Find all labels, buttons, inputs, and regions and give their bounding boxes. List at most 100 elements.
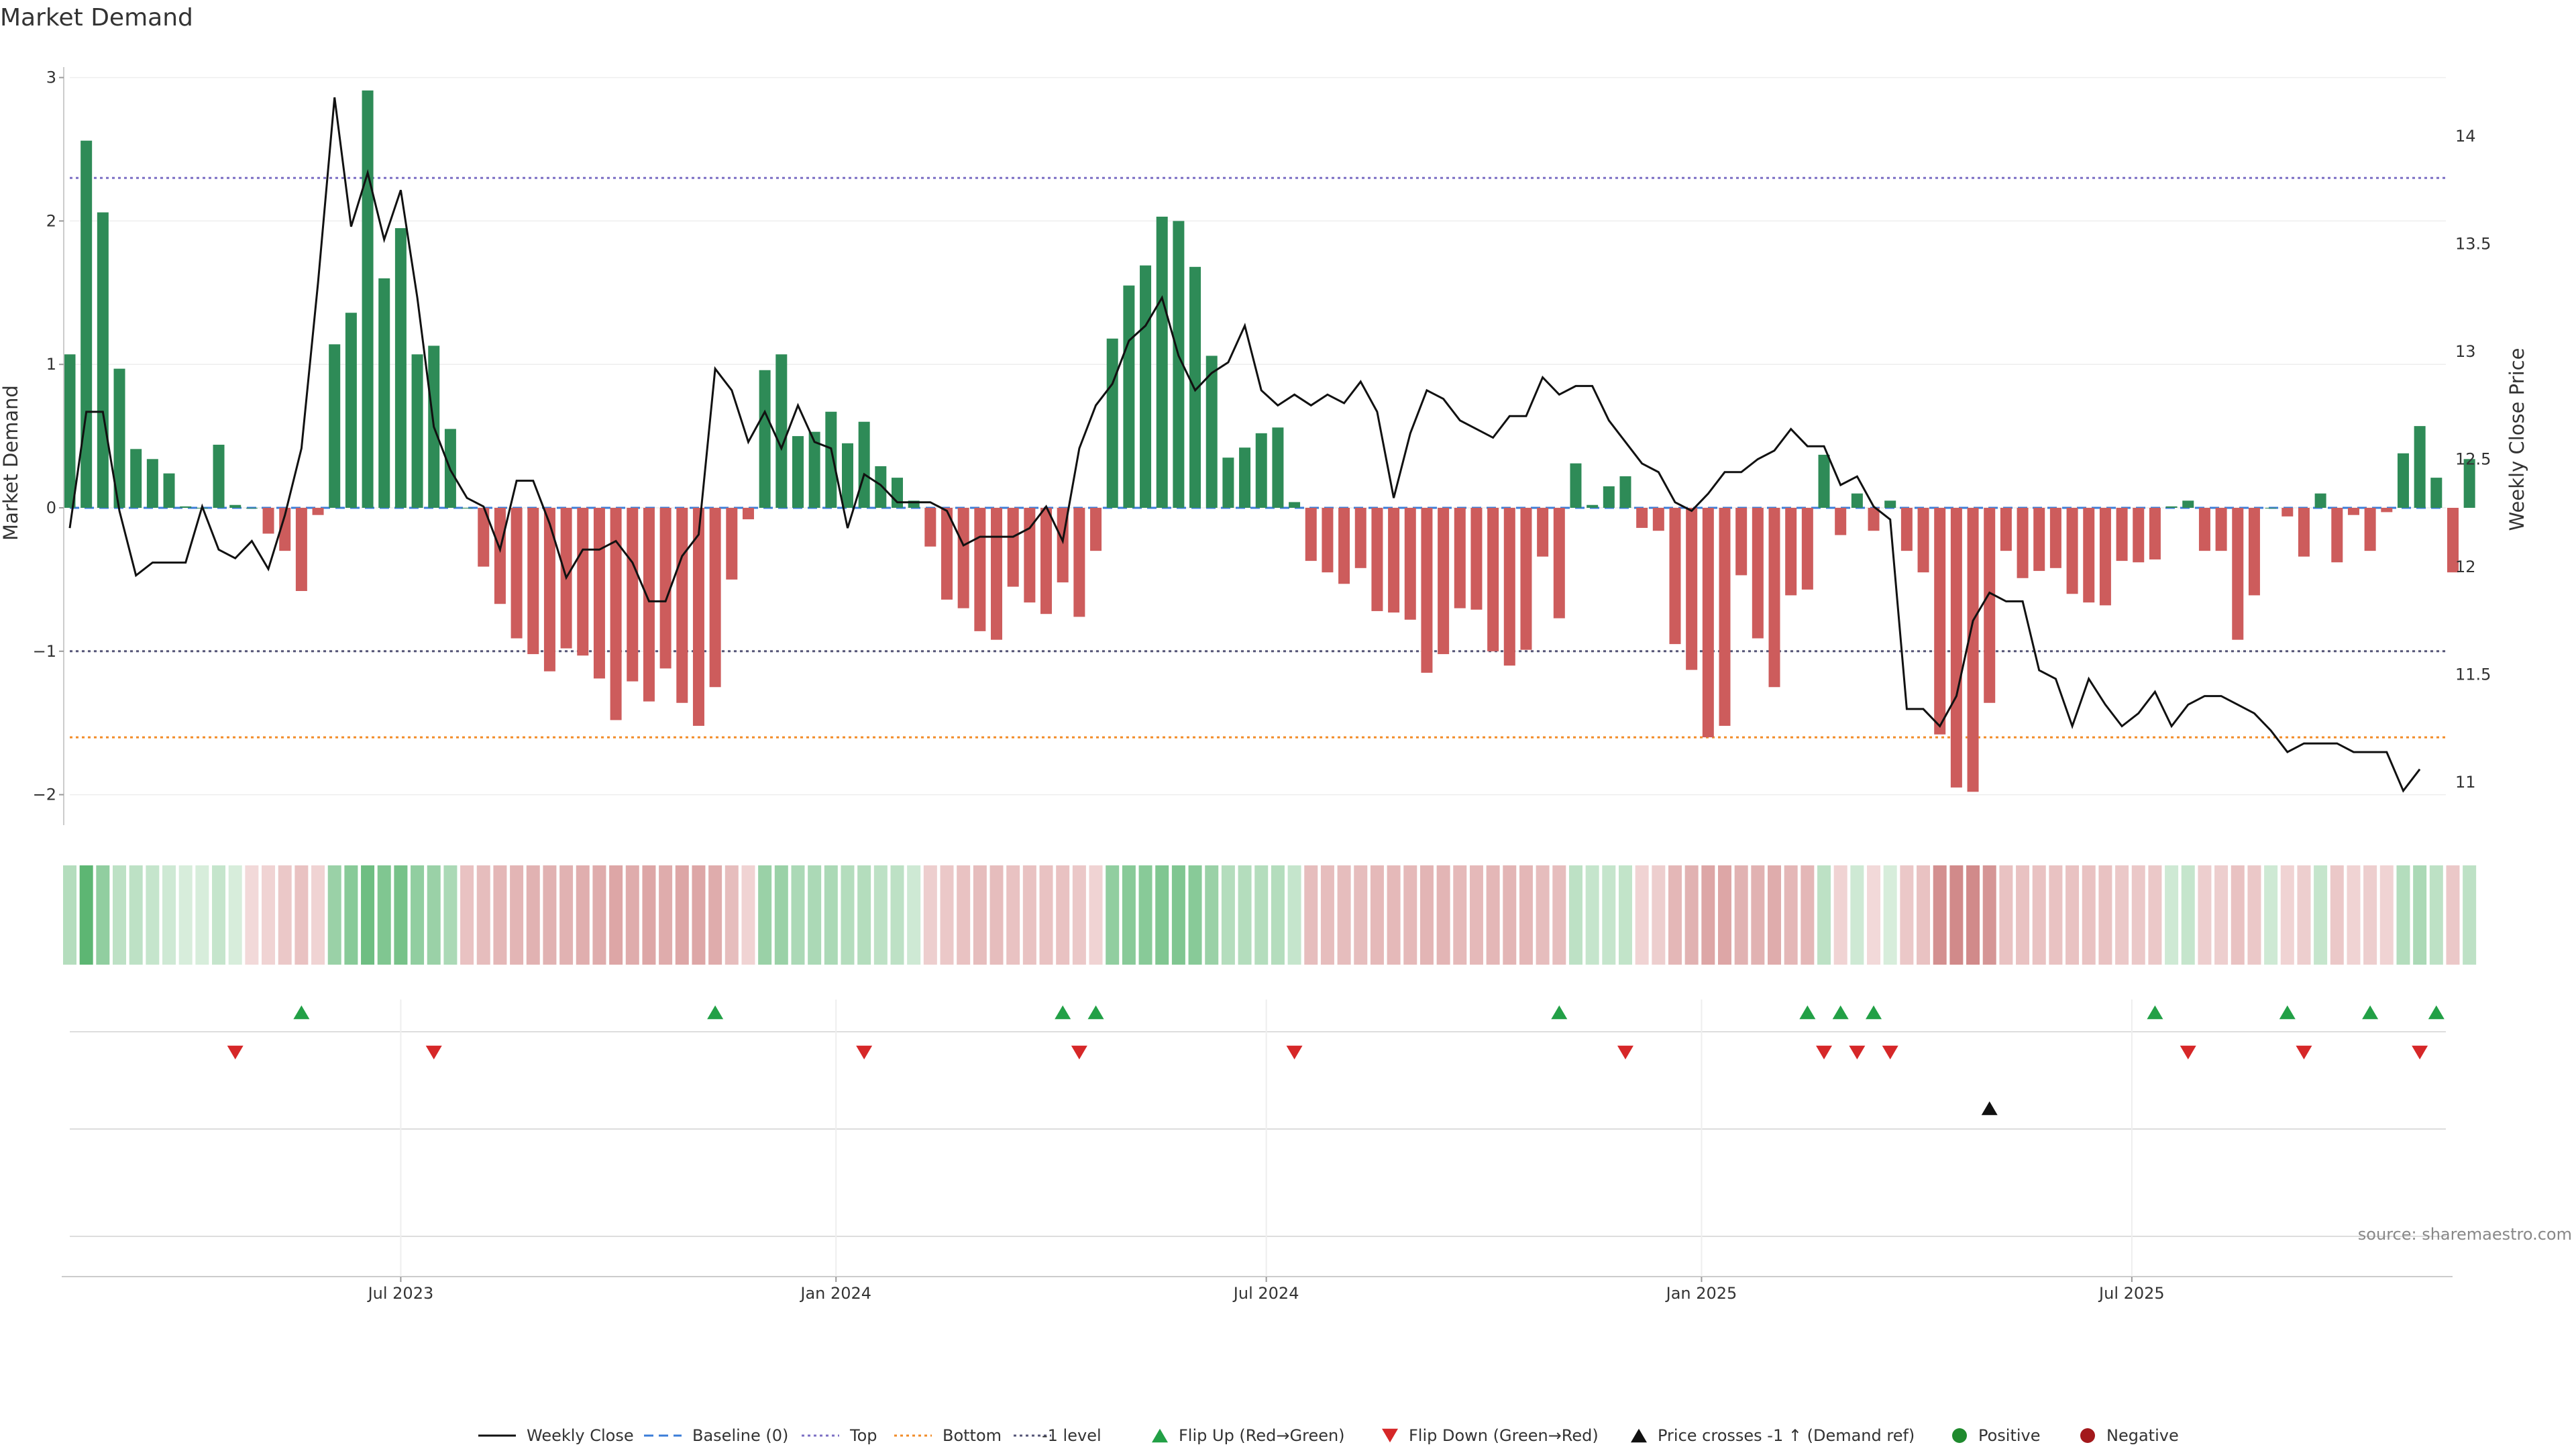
- bar-positive: [1106, 338, 1118, 508]
- demand-bars: [64, 90, 2475, 792]
- heat-cell: [1867, 865, 1881, 965]
- heat-cell: [642, 865, 656, 965]
- bar-negative: [726, 508, 738, 580]
- heat-cell: [791, 865, 805, 965]
- bar-positive: [858, 421, 870, 508]
- bar-negative: [1305, 508, 1317, 561]
- bar-positive: [1239, 447, 1251, 508]
- bar-positive: [229, 504, 241, 508]
- legend-label-positive: Positive: [1978, 1426, 2041, 1445]
- heat-cell: [327, 865, 341, 965]
- heat-cell: [162, 865, 176, 965]
- heat-cell: [1171, 865, 1185, 965]
- heat-cell: [2148, 865, 2162, 965]
- heat-cell: [262, 865, 276, 965]
- heat-cell: [973, 865, 987, 965]
- legend-label-flip-up: Flip Up (Red→Green): [1179, 1426, 1345, 1445]
- bar-negative: [610, 508, 622, 720]
- bar-positive: [2463, 459, 2475, 508]
- right-tick-label: 13.5: [2455, 235, 2491, 254]
- flip-down-marker: [425, 1045, 442, 1060]
- heat-cell: [63, 865, 76, 965]
- bar-positive: [1851, 493, 1863, 508]
- heat-cell: [2016, 865, 2030, 965]
- bar-negative: [1090, 508, 1102, 551]
- flip-up-marker: [2147, 1005, 2163, 1020]
- heat-cell: [2065, 865, 2080, 965]
- flip-up-marker: [293, 1005, 310, 1020]
- heat-cell: [2413, 865, 2427, 965]
- heat-cell: [1503, 865, 1517, 965]
- legend-label-top: Top: [849, 1426, 877, 1445]
- legend-swatch-negative: [2080, 1428, 2095, 1443]
- flip-down-marker: [1617, 1045, 1633, 1060]
- heat-cell: [1668, 865, 1682, 965]
- bar-positive: [362, 90, 374, 508]
- event-marker-panel: [62, 1031, 2453, 1277]
- heat-cell: [1188, 865, 1202, 965]
- heat-cell: [1354, 865, 1368, 965]
- right-tick-label: 11.5: [2455, 665, 2491, 684]
- bar-negative: [627, 508, 639, 682]
- event-markers: [227, 1005, 2445, 1116]
- bar-positive: [163, 473, 175, 508]
- heat-cell: [1585, 865, 1599, 965]
- heat-cell: [278, 865, 292, 965]
- flip-down-marker: [1882, 1045, 1898, 1060]
- right-tick-label: 11: [2455, 773, 2476, 792]
- heat-cell: [2280, 865, 2294, 965]
- heat-cell: [1602, 865, 1616, 965]
- bar-negative: [709, 508, 721, 688]
- flip-up-marker: [1055, 1005, 1071, 1020]
- heat-cell: [2247, 865, 2261, 965]
- heat-cell: [1387, 865, 1401, 965]
- heat-cell: [1056, 865, 1070, 965]
- bar-negative: [543, 508, 555, 672]
- x-tick-label: Jul 2025: [2098, 1284, 2165, 1303]
- bar-negative: [593, 508, 605, 679]
- heat-cell: [2181, 865, 2195, 965]
- bar-negative: [312, 508, 324, 515]
- heat-cell: [2446, 865, 2460, 965]
- heat-cell: [1370, 865, 1384, 965]
- heat-cell: [1238, 865, 1252, 965]
- bar-positive: [2414, 426, 2426, 508]
- legend-label-baseline: Baseline (0): [692, 1426, 788, 1445]
- flip-down-marker: [1071, 1045, 1087, 1060]
- left-axis: −2 −1 0 1 2 3: [33, 67, 64, 825]
- heat-cell: [1883, 865, 1897, 965]
- bar-negative: [692, 508, 704, 726]
- bar-negative: [2248, 508, 2260, 596]
- flip-down-marker: [856, 1045, 873, 1060]
- bar-negative: [676, 508, 688, 703]
- heat-cell: [1917, 865, 1931, 965]
- heat-cell: [841, 865, 855, 965]
- bar-positive: [1173, 221, 1185, 508]
- heat-cell: [1801, 865, 1815, 965]
- heat-cell: [1254, 865, 1269, 965]
- heat-cell: [1552, 865, 1566, 965]
- heat-cell: [2131, 865, 2145, 965]
- heat-cell: [493, 865, 507, 965]
- bar-positive: [1222, 458, 1234, 508]
- bar-positive: [113, 368, 125, 508]
- bar-negative: [295, 508, 307, 592]
- bar-negative: [1338, 508, 1350, 584]
- bar-positive: [1570, 463, 1582, 508]
- bar-negative: [1934, 508, 1946, 735]
- heat-cell: [1469, 865, 1483, 965]
- legend-label-cross: Price crosses -1 ↑ (Demand ref): [1658, 1426, 1915, 1445]
- heat-cell: [692, 865, 706, 965]
- bar-negative: [1388, 508, 1400, 613]
- heat-cell: [2330, 865, 2344, 965]
- weekly-close-line: [68, 97, 2421, 793]
- heat-cell: [1982, 865, 1996, 965]
- bar-negative: [1354, 508, 1366, 568]
- heat-cell: [1734, 865, 1748, 965]
- right-axis: 11 11.5 12 12.5 13 13.5 14: [2455, 127, 2491, 792]
- bar-positive: [1619, 476, 1631, 508]
- bar-negative: [1950, 508, 1962, 788]
- bar-positive: [2430, 478, 2443, 508]
- right-tick-label: 14: [2455, 127, 2476, 146]
